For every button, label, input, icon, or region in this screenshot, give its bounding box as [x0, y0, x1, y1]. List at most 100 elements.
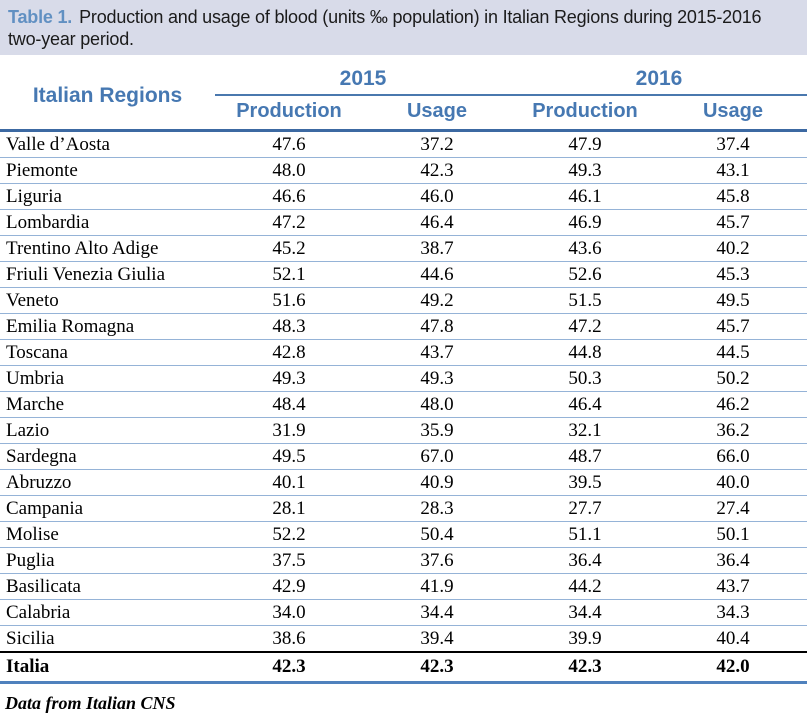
- region-cell: Toscana: [0, 339, 215, 366]
- value-cell-production-2015: 40.1: [215, 469, 363, 496]
- value-cell-usage-2016: 43.7: [659, 573, 807, 600]
- table-row: Puglia 37.5 37.6 36.4 36.4: [0, 547, 807, 574]
- value-cell-usage-2015: 37.6: [363, 547, 511, 574]
- value-cell-usage-2015: 43.7: [363, 339, 511, 366]
- value-cell-usage-2015: 41.9: [363, 573, 511, 600]
- table-body: Valle d’Aosta 47.6 37.2 47.9 37.4 Piemon…: [0, 130, 807, 684]
- value-cell-usage-2015: 35.9: [363, 417, 511, 444]
- table-row: Basilicata 42.9 41.9 44.2 43.7: [0, 573, 807, 600]
- value-cell-usage-2015: 49.3: [363, 365, 511, 392]
- table-row: Piemonte 48.0 42.3 49.3 43.1: [0, 157, 807, 184]
- value-cell-production-2016: 48.7: [511, 443, 659, 470]
- value-cell-usage-2016: 36.2: [659, 417, 807, 444]
- value-cell-usage-2016: 27.4: [659, 495, 807, 522]
- region-cell: Lombardia: [0, 209, 215, 236]
- value-cell-usage-2016: 37.4: [659, 130, 807, 158]
- value-cell-production-2016: 36.4: [511, 547, 659, 574]
- value-cell-usage-2016: 44.5: [659, 339, 807, 366]
- table-row: Molise 52.2 50.4 51.1 50.1: [0, 521, 807, 548]
- value-cell-usage-2015: 39.4: [363, 625, 511, 652]
- value-cell-usage-2016: 45.7: [659, 209, 807, 236]
- table-row: Emilia Romagna 48.3 47.8 47.2 45.7: [0, 313, 807, 340]
- value-cell-usage-2016: 40.2: [659, 235, 807, 262]
- region-cell: Veneto: [0, 287, 215, 314]
- region-cell: Emilia Romagna: [0, 313, 215, 340]
- region-cell: Piemonte: [0, 157, 215, 184]
- value-cell-production-2016: 46.9: [511, 209, 659, 236]
- region-cell: Sardegna: [0, 443, 215, 470]
- value-cell-usage-2015: 37.2: [363, 130, 511, 158]
- value-cell-production-2016: 39.5: [511, 469, 659, 496]
- region-cell: Umbria: [0, 365, 215, 392]
- region-cell: Liguria: [0, 183, 215, 210]
- value-cell-usage-2016: 43.1: [659, 157, 807, 184]
- table-row: Valle d’Aosta 47.6 37.2 47.9 37.4: [0, 130, 807, 158]
- value-cell-production-2015: 48.0: [215, 157, 363, 184]
- value-cell-usage-2015: 49.2: [363, 287, 511, 314]
- column-group-2015: 2015: [215, 62, 511, 96]
- value-cell-production-2016: 44.8: [511, 339, 659, 366]
- value-cell-usage-2016: 46.2: [659, 391, 807, 418]
- table-row: Campania 28.1 28.3 27.7 27.4: [0, 495, 807, 522]
- value-cell-usage-2015: 67.0: [363, 443, 511, 470]
- table-row: Lombardia 47.2 46.4 46.9 45.7: [0, 209, 807, 236]
- value-cell-production-2016: 46.1: [511, 183, 659, 210]
- region-cell: Molise: [0, 521, 215, 548]
- value-cell-production-2015: 38.6: [215, 625, 363, 652]
- value-cell-usage-2016: 49.5: [659, 287, 807, 314]
- region-cell: Lazio: [0, 417, 215, 444]
- region-cell: Valle d’Aosta: [0, 130, 215, 158]
- value-cell-production-2016: 44.2: [511, 573, 659, 600]
- value-cell-production-2015: 28.1: [215, 495, 363, 522]
- value-cell-production-2016: 51.1: [511, 521, 659, 548]
- region-cell: Marche: [0, 391, 215, 418]
- value-cell-usage-2016: 40.0: [659, 469, 807, 496]
- value-cell-production-2015: 49.5: [215, 443, 363, 470]
- value-cell-production-2016: 47.2: [511, 313, 659, 340]
- table-header-measure-row: Production Usage Production Usage: [0, 95, 807, 132]
- value-cell-production-2015: 45.2: [215, 235, 363, 262]
- value-cell-usage-2015: 38.7: [363, 235, 511, 262]
- column-header-usage-2016: Usage: [659, 95, 807, 132]
- region-cell-total: Italia: [0, 651, 215, 684]
- value-cell-usage-2015: 46.0: [363, 183, 511, 210]
- value-cell-production-2016: 32.1: [511, 417, 659, 444]
- value-cell-production-2015: 46.6: [215, 183, 363, 210]
- table-row-total: Italia 42.3 42.3 42.3 42.0: [0, 651, 807, 684]
- region-cell: Puglia: [0, 547, 215, 574]
- value-cell-production-2016: 50.3: [511, 365, 659, 392]
- region-cell: Trentino Alto Adige: [0, 235, 215, 262]
- table-row: Marche 48.4 48.0 46.4 46.2: [0, 391, 807, 418]
- value-cell-production-2016: 47.9: [511, 130, 659, 158]
- value-cell-usage-2016: 45.7: [659, 313, 807, 340]
- value-cell-usage-2016: 45.3: [659, 261, 807, 288]
- value-cell-production-2015: 52.1: [215, 261, 363, 288]
- value-cell-production-2015: 37.5: [215, 547, 363, 574]
- value-cell-production-2015: 34.0: [215, 599, 363, 626]
- table-row: Sicilia 38.6 39.4 39.9 40.4: [0, 625, 807, 652]
- region-cell: Friuli Venezia Giulia: [0, 261, 215, 288]
- value-cell-usage-2016: 50.1: [659, 521, 807, 548]
- table-row: Liguria 46.6 46.0 46.1 45.8: [0, 183, 807, 210]
- value-cell-production-2016: 34.4: [511, 599, 659, 626]
- value-cell-production-2015: 48.3: [215, 313, 363, 340]
- value-cell-total-usage-2016: 42.0: [659, 651, 807, 684]
- table-row: Toscana 42.8 43.7 44.8 44.5: [0, 339, 807, 366]
- value-cell-usage-2016: 36.4: [659, 547, 807, 574]
- region-cell: Basilicata: [0, 573, 215, 600]
- table-caption-label: Table 1.: [8, 7, 73, 27]
- value-cell-production-2016: 49.3: [511, 157, 659, 184]
- table-row: Trentino Alto Adige 45.2 38.7 43.6 40.2: [0, 235, 807, 262]
- value-cell-production-2015: 49.3: [215, 365, 363, 392]
- column-group-2016: 2016: [511, 62, 807, 96]
- region-cell: Campania: [0, 495, 215, 522]
- value-cell-usage-2015: 47.8: [363, 313, 511, 340]
- value-cell-usage-2015: 40.9: [363, 469, 511, 496]
- table-caption-text: Production and usage of blood (units ‰ p…: [8, 7, 762, 49]
- table-header-year-row: Italian Regions 2015 2016: [0, 62, 807, 132]
- column-header-italian-regions: Italian Regions: [0, 62, 215, 132]
- value-cell-usage-2016: 66.0: [659, 443, 807, 470]
- blood-production-usage-table: Italian Regions 2015 2016 Production Usa…: [0, 62, 807, 684]
- value-cell-production-2015: 31.9: [215, 417, 363, 444]
- value-cell-usage-2015: 44.6: [363, 261, 511, 288]
